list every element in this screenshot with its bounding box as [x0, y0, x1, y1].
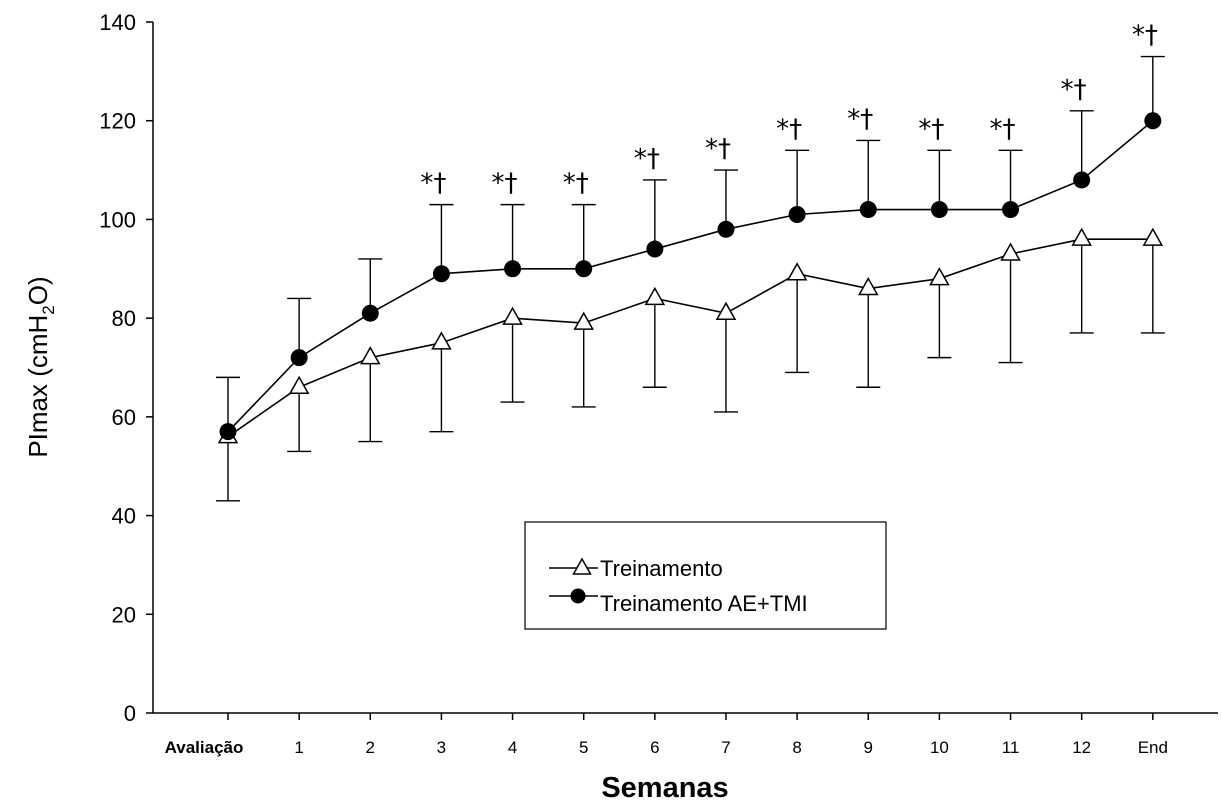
y-tick-label: 100 [99, 207, 136, 232]
marker-treinamento [502, 306, 523, 325]
y-tick-label: 0 [124, 701, 136, 726]
error-bars [216, 55, 1165, 502]
marker-treinamento-ae-tmi [361, 304, 379, 322]
x-tick-label: 10 [930, 738, 949, 757]
significance-marker: *† [918, 114, 944, 144]
significance-marker: *† [420, 169, 446, 199]
x-tick-label: Avaliação [165, 738, 244, 757]
marker-treinamento-ae-tmi [1073, 171, 1091, 189]
x-tick-label: 11 [1002, 738, 1020, 757]
legend-box [524, 521, 887, 630]
significance-annotations: *† *† *† *† *† *† *† *† *† *† *† [420, 21, 1157, 199]
marker-treinamento [573, 311, 594, 330]
significance-marker: *† [1132, 21, 1158, 51]
marker-treinamento-ae-tmi [717, 220, 735, 238]
y-axis-title: PImax (cmH2O) [23, 276, 58, 457]
legend-marker-treinamento [572, 557, 592, 575]
y-axis-title-end: O) [23, 276, 53, 305]
y-tick-label: 140 [99, 10, 136, 35]
significance-marker: *† [847, 104, 873, 134]
marker-treinamento [1142, 227, 1164, 246]
significance-marker: *† [492, 169, 518, 199]
x-tick-label: 9 [864, 738, 873, 757]
marker-treinamento-ae-tmi [432, 265, 450, 283]
y-tick-label: 60 [112, 405, 136, 430]
marker-treinamento [715, 301, 737, 320]
y-axis-title-subscript: 2 [39, 305, 58, 314]
x-axis-title: Semanas [601, 772, 728, 804]
x-tick-label: 6 [650, 738, 659, 757]
marker-treinamento-ae-tmi [859, 201, 877, 219]
marker-treinamento-ae-tmi [646, 240, 664, 258]
x-tick-label: 1 [294, 738, 303, 757]
marker-treinamento [1071, 227, 1092, 246]
x-tick-label: 8 [792, 738, 801, 757]
x-tick-label: 5 [579, 738, 588, 757]
marker-treinamento [644, 286, 666, 306]
marker-treinamento-ae-tmi [504, 260, 522, 278]
legend: Treinamento Treinamento AE+TMI [524, 521, 887, 630]
axes [152, 22, 1218, 714]
significance-marker: *† [705, 134, 731, 164]
marker-treinamento [431, 331, 452, 350]
x-tick-label: 12 [1072, 738, 1091, 757]
marker-treinamento-ae-tmi [788, 205, 806, 223]
y-tick-label: 80 [112, 306, 136, 331]
significance-marker: *† [776, 114, 802, 144]
marker-treinamento [857, 276, 879, 296]
x-tick-label: 4 [508, 738, 517, 757]
x-tick-label: 3 [437, 738, 446, 757]
marker-treinamento-ae-tmi [575, 260, 593, 278]
marker-treinamento [288, 375, 310, 394]
y-tick-label: 120 [99, 109, 136, 134]
marker-treinamento-ae-tmi [930, 201, 948, 219]
y-ticks: 0 20 40 60 80 100 120 140 [99, 10, 153, 726]
legend-marker-treinamento-ae-tmi [570, 588, 586, 604]
series-lines [227, 120, 1154, 438]
marker-treinamento [359, 346, 381, 365]
series-line-treinamento [227, 238, 1153, 438]
series-line-treinamento-ae-tmi [227, 120, 1154, 433]
y-tick-label: 20 [112, 602, 136, 627]
marker-treinamento-ae-tmi [290, 349, 308, 367]
significance-marker: *† [1061, 75, 1087, 105]
x-axis-title-group: Semanas [601, 772, 728, 804]
y-axis-title-main: PImax (cmH [23, 315, 53, 458]
marker-treinamento [1000, 242, 1021, 261]
legend-label-treinamento: Treinamento [600, 556, 723, 581]
x-ticks: Avaliação 1 2 3 4 5 6 7 8 9 10 11 12 End [165, 713, 1168, 757]
marker-treinamento-ae-tmi [219, 423, 237, 441]
marker-treinamento [929, 267, 950, 286]
x-tick-label: End [1138, 738, 1168, 757]
x-tick-label: 2 [366, 738, 375, 757]
significance-marker: *† [990, 114, 1016, 144]
significance-marker: *† [563, 169, 589, 199]
marker-treinamento-ae-tmi [1002, 201, 1020, 219]
x-tick-label: 7 [721, 738, 730, 757]
marker-treinamento [786, 262, 808, 281]
significance-marker: *† [634, 144, 660, 174]
y-tick-label: 40 [112, 504, 136, 529]
series-markers [217, 112, 1164, 444]
y-axis-title-group: PImax (cmH2O) [23, 276, 58, 457]
legend-label-treinamento-ae-tmi: Treinamento AE+TMI [600, 591, 808, 616]
marker-treinamento-ae-tmi [1144, 112, 1162, 130]
